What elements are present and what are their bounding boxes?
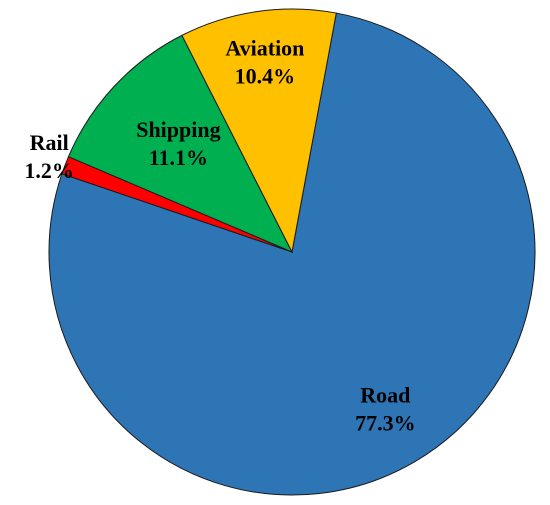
value-label: 11.1% <box>149 145 208 170</box>
value-label: 1.2% <box>24 158 74 183</box>
pie-slice <box>181 8 337 254</box>
pie-slice <box>48 12 536 496</box>
slice-label: Road <box>360 382 410 407</box>
slice-label: Rail <box>30 130 69 155</box>
value-label: 77.3% <box>355 410 416 435</box>
value-label: 10.4% <box>235 63 296 88</box>
pie-slice <box>67 34 294 253</box>
slice-label: Shipping <box>136 117 220 142</box>
slice-label: Aviation <box>225 35 304 60</box>
